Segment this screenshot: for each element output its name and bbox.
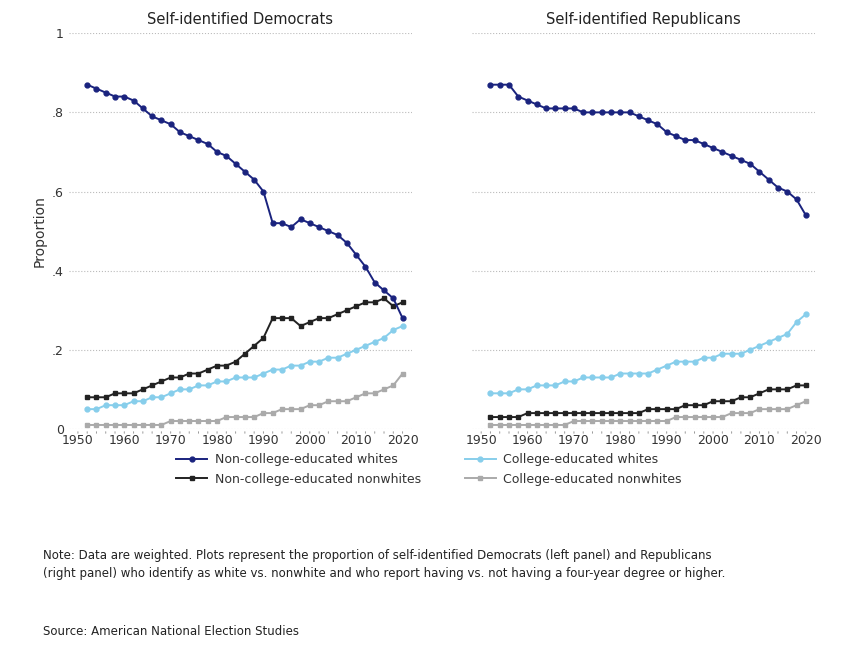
Text: Note: Data are weighted. Plots represent the proportion of self-identified Democ: Note: Data are weighted. Plots represent…	[43, 549, 725, 580]
Y-axis label: Proportion: Proportion	[33, 195, 46, 267]
Title: Self-identified Democrats: Self-identified Democrats	[148, 11, 333, 27]
Title: Self-identified Republicans: Self-identified Republicans	[547, 11, 740, 27]
Text: Source: American National Election Studies: Source: American National Election Studi…	[43, 625, 299, 638]
Legend: Non-college-educated whites, Non-college-educated nonwhites, College-educated wh: Non-college-educated whites, Non-college…	[171, 448, 687, 491]
